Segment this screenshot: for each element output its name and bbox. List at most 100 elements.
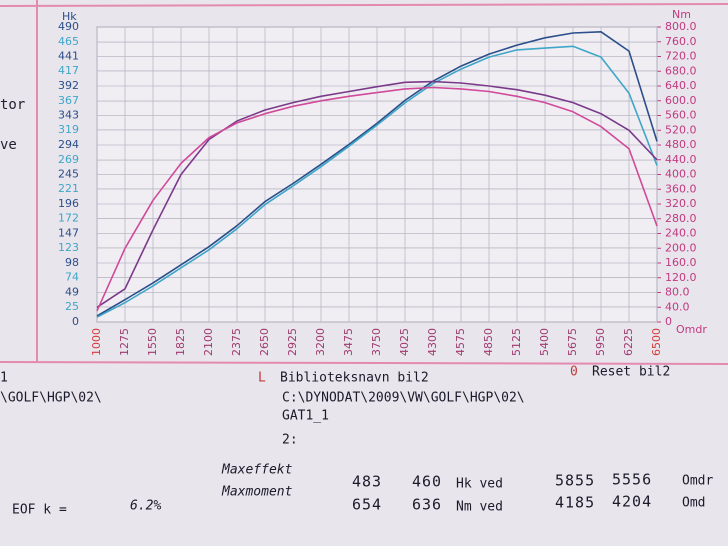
x-tick-label: 5125 [510, 328, 523, 356]
y2-tick-label: 120.0 [665, 271, 697, 284]
y2-tick-label: 360.0 [665, 182, 697, 195]
x-tick-label: 5675 [566, 328, 579, 356]
y-tick-label: 172 [58, 211, 79, 224]
eof-label: EOF k = [12, 503, 67, 518]
x-tick-label: 1000 [90, 328, 103, 356]
series-line [96, 31, 658, 317]
y2-axis-title: Nm [672, 8, 691, 21]
x-tick-label: 3475 [342, 328, 355, 356]
y2-tick-label: 320.0 [665, 197, 697, 210]
y-tick-label: 392 [58, 79, 79, 92]
maxeffekt-unit: Hk ved [456, 477, 503, 492]
x-tick-label: 4300 [426, 328, 439, 356]
y-tick-label: 196 [58, 197, 79, 210]
y2-tick-label: 40.0 [665, 300, 690, 313]
y2-tick-label: 200.0 [665, 241, 697, 254]
maxmoment-unit: Nm ved [456, 500, 503, 515]
x-tick-label: 6500 [650, 328, 663, 356]
y-tick-label: 319 [58, 123, 79, 136]
x-tick-label: 1825 [174, 328, 187, 356]
y-tick-label: 147 [58, 227, 79, 240]
y2-tick-label: 280.0 [665, 212, 697, 225]
x-tick-label: 5400 [538, 328, 551, 356]
y-tick-label: 221 [58, 182, 79, 195]
border-line [0, 3, 728, 7]
y-tick-label: 343 [58, 109, 79, 122]
maxeffekt-v1: 483 [352, 473, 382, 491]
y-tick-label: 417 [58, 64, 79, 77]
bil2-path: C:\DYNODAT\2009\VW\GOLF\HGP\02\ [282, 391, 525, 406]
x-tick-label: 4850 [482, 328, 495, 356]
y-tick-label: 245 [58, 168, 79, 181]
y2-tick-label: 80.0 [665, 286, 690, 299]
maxmoment-label: Maxmoment [221, 485, 293, 500]
series-line [96, 45, 658, 318]
y2-tick-label: 520.0 [665, 123, 697, 136]
y2-tick-label: 760.0 [665, 35, 697, 48]
side-text: tor [0, 97, 25, 113]
y2-tick-label: 400.0 [665, 168, 697, 181]
x-tick-label: 2100 [202, 328, 215, 356]
y2-tick-label: 160.0 [665, 256, 697, 269]
y2-tick-label: 0 [665, 315, 672, 328]
maxeffekt-r2: 5556 [612, 471, 652, 489]
x-tick-label: 3750 [370, 328, 383, 356]
maxmoment-v1: 654 [352, 496, 382, 514]
y2-tick-label: 600.0 [665, 94, 697, 107]
bil2-file: GAT1_1 [282, 409, 329, 424]
x-axis-title: Omdr [676, 323, 707, 336]
bil1-num: 1 [0, 371, 8, 386]
y2-tick-label: 720.0 [665, 50, 697, 63]
y-tick-label: 25 [65, 300, 79, 313]
maxeffekt-v2: 460 [412, 473, 442, 491]
side-text: ve [0, 137, 17, 153]
y-tick-label: 49 [65, 286, 79, 299]
maxmoment-tail: Omd [682, 496, 705, 511]
bil1-path: \GOLF\HGP\02\ [0, 391, 102, 406]
x-tick-label: 2925 [286, 328, 299, 356]
x-tick-label: 2375 [230, 328, 243, 356]
x-tick-label: 4025 [398, 328, 411, 356]
reset-label: Reset bil2 [592, 365, 670, 380]
y-tick-label: 294 [58, 138, 79, 151]
x-tick-label: 1275 [118, 328, 131, 356]
reset-mark: 0 [570, 365, 578, 380]
maxmoment-v2: 636 [412, 496, 442, 514]
y2-tick-label: 800.0 [665, 20, 697, 33]
maxeffekt-r1: 5855 [555, 472, 595, 490]
eof-value: 6.2% [130, 499, 161, 514]
x-tick-label: 6225 [622, 328, 635, 356]
y-tick-label: 123 [58, 241, 79, 254]
x-tick-label: 2650 [258, 328, 271, 356]
y2-tick-label: 640.0 [665, 79, 697, 92]
bil2-mark: L [258, 371, 266, 386]
x-tick-label: 5950 [594, 328, 607, 356]
line-2: 2: [282, 433, 298, 448]
y-tick-label: 490 [58, 20, 79, 33]
y2-tick-label: 240.0 [665, 227, 697, 240]
maxeffekt-tail: Omdr [682, 474, 713, 489]
y2-tick-label: 680.0 [665, 64, 697, 77]
y2-tick-label: 480.0 [665, 138, 697, 151]
y-tick-label: 74 [65, 270, 79, 283]
y-tick-label: 98 [65, 256, 79, 269]
x-tick-label: 4575 [454, 328, 467, 356]
y-tick-label: 0 [72, 315, 79, 328]
series-line [96, 86, 658, 312]
y2-tick-label: 560.0 [665, 109, 697, 122]
bil2-label: Biblioteksnavn bil2 [280, 371, 429, 386]
y-tick-label: 441 [58, 50, 79, 63]
border-line [0, 361, 728, 365]
y2-tick-label: 440.0 [665, 153, 697, 166]
y-tick-label: 269 [58, 153, 79, 166]
x-tick-label: 1550 [146, 328, 159, 356]
series-line [96, 80, 658, 308]
maxmoment-r1: 4185 [555, 494, 595, 512]
x-tick-label: 3200 [314, 328, 327, 356]
y-tick-label: 367 [58, 94, 79, 107]
maxeffekt-label: Maxeffekt [221, 463, 293, 478]
y-axis-title: Hk [62, 10, 77, 23]
maxmoment-r2: 4204 [612, 493, 652, 511]
